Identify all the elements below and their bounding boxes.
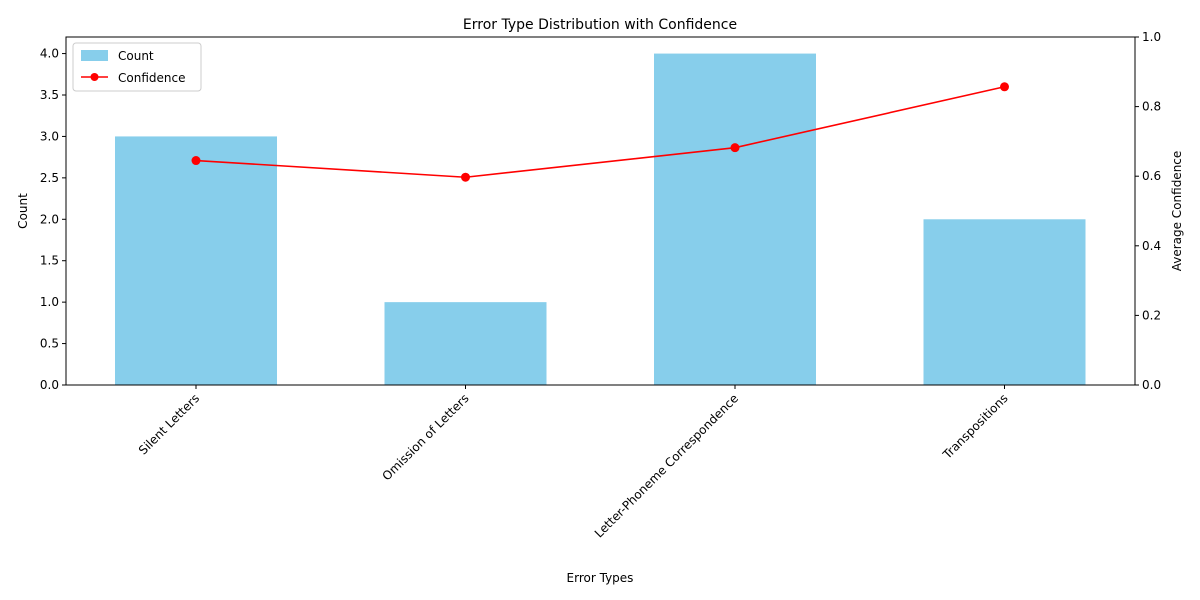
legend-label-confidence: Confidence	[118, 71, 185, 85]
legend-label-count: Count	[118, 49, 154, 63]
x-axis-title: Error Types	[567, 571, 634, 585]
confidence-line-layer	[191, 82, 1009, 182]
bar-2	[654, 53, 816, 385]
y2-tick-label-0: 0.0	[1142, 378, 1161, 392]
y-tick-label-4: 2.0	[40, 212, 59, 226]
right-axis-ticks: 0.0 0.2 0.4 0.6 0.8 1.0	[1135, 30, 1161, 392]
y-axis-title: Count	[16, 193, 30, 229]
y2-axis-title: Average Confidence	[1170, 151, 1184, 272]
x-tick-label-2: Letter-Phoneme Correspondence	[592, 391, 741, 540]
confidence-line	[195, 85, 1005, 179]
x-axis-ticks: Silent Letters Omission of Letters Letter-…	[136, 385, 1011, 540]
x-tick-label-0: Silent Letters	[136, 391, 202, 457]
legend-swatch-count	[81, 50, 108, 61]
bar-1	[384, 302, 547, 385]
y2-tick-label-1: 0.2	[1142, 308, 1161, 322]
confidence-point-3	[1000, 82, 1009, 92]
y-tick-label-7: 3.5	[40, 88, 59, 102]
legend-swatch-confidence-marker	[90, 73, 99, 81]
confidence-point-0	[191, 156, 201, 166]
plot-frame	[65, 36, 1136, 386]
x-tick-label-1: Omission of Letters	[379, 391, 471, 483]
y-tick-label-8: 4.0	[40, 47, 59, 61]
legend: Count Confidence	[72, 42, 202, 92]
bar-0	[115, 136, 277, 385]
left-axis-ticks: 0.0 0.5 1.0 1.5 2.0 2.5 3.0 3.5 4.0	[40, 47, 66, 392]
y2-tick-label-5: 1.0	[1142, 30, 1161, 44]
y2-tick-label-4: 0.8	[1142, 100, 1161, 114]
y-tick-label-2: 1.0	[40, 295, 59, 309]
y-tick-label-0: 0.0	[40, 378, 59, 392]
y-tick-label-1: 0.5	[40, 337, 59, 351]
confidence-point-2	[730, 143, 740, 153]
y-tick-label-3: 1.5	[40, 254, 59, 268]
y-tick-label-5: 2.5	[40, 171, 59, 185]
bars-layer	[115, 53, 1086, 385]
y-tick-label-6: 3.0	[40, 129, 59, 143]
bar-3	[923, 219, 1086, 385]
confidence-point-1	[461, 172, 470, 182]
chart-title: Error Type Distribution with Confidence	[463, 17, 737, 33]
x-tick-label-3: Transpositions	[940, 391, 1011, 462]
y2-tick-label-2: 0.4	[1142, 239, 1161, 253]
y2-tick-label-3: 0.6	[1142, 169, 1161, 183]
